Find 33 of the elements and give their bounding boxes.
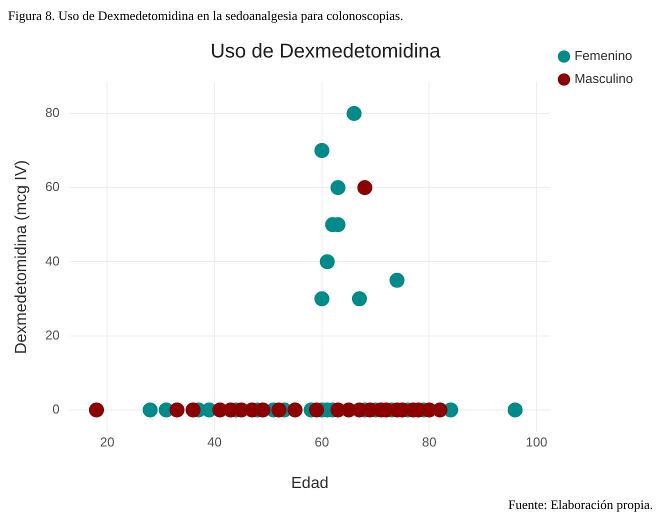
- point: [186, 402, 201, 418]
- y-tick-label: 20: [45, 327, 60, 342]
- point: [508, 402, 523, 418]
- point: [320, 254, 335, 270]
- y-tick-label: 80: [45, 105, 60, 120]
- x-tick-label: 80: [422, 434, 436, 450]
- legend-label: Masculino: [574, 71, 634, 86]
- point: [314, 291, 330, 306]
- point: [169, 402, 184, 418]
- y-tick-label: 0: [52, 402, 60, 417]
- x-tick-label: 20: [100, 434, 114, 450]
- point: [352, 291, 367, 306]
- y-tick-label: 60: [45, 179, 60, 194]
- point: [346, 106, 362, 121]
- point: [330, 180, 346, 196]
- point: [390, 272, 405, 288]
- x-axis-title: Edad: [291, 474, 329, 492]
- source-note: Fuente: Elaboración propia.: [507, 497, 653, 514]
- y-axis-title: Dexmedetomidina (mcg IV): [13, 160, 30, 354]
- x-tick-label: 100: [526, 434, 548, 450]
- point: [288, 402, 303, 418]
- point: [309, 402, 324, 418]
- y-tick-label: 40: [45, 253, 60, 268]
- point: [271, 402, 286, 418]
- text: Figura 8. Uso de Dexmedetomidina en la sedoanalgesia para colonoscopias.: [8, 8, 404, 25]
- x-tick-label: 60: [314, 434, 330, 450]
- chart-title: Uso de Dexmedetomidina: [210, 40, 442, 63]
- point: [88, 402, 104, 418]
- x-tick-label: 40: [207, 434, 222, 450]
- point: [357, 180, 372, 196]
- point: [142, 402, 158, 418]
- legend-label: Femenino: [574, 48, 632, 64]
- point: [314, 143, 330, 158]
